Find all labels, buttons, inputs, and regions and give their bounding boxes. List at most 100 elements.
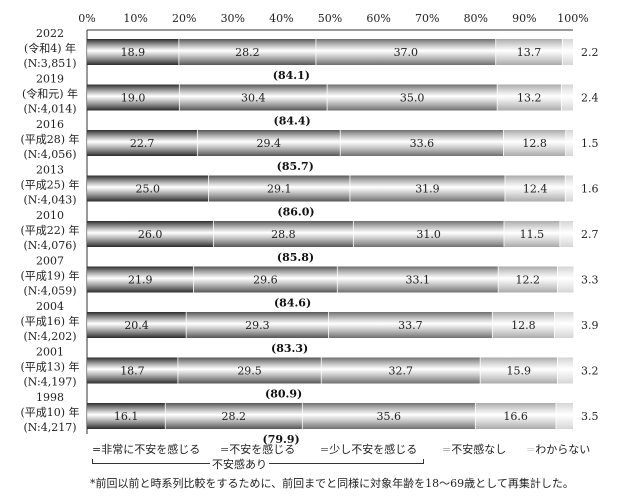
segment-value-label: 29.3 xyxy=(245,319,270,332)
subtotal-label: (84.6) xyxy=(274,297,311,310)
legend-marker: = xyxy=(526,442,536,456)
row-label: 2010 xyxy=(36,209,64,222)
segment-value-label: 19.0 xyxy=(121,92,146,105)
segment-value-label: 25.0 xyxy=(136,183,161,196)
x-tick-label: 90% xyxy=(512,12,536,25)
row-label: (令和4) 年 xyxy=(24,41,76,55)
subtotal-label: (84.1) xyxy=(273,69,310,82)
legend-marker: = xyxy=(320,442,330,456)
segment-value-label: 29.4 xyxy=(257,137,282,150)
legend-label: 不安感なし xyxy=(451,443,507,456)
legend-item: = 不安感なし xyxy=(442,441,506,457)
legend-item: = わからない xyxy=(526,441,590,457)
bar-segment xyxy=(559,221,573,247)
segment-value-label: 11.5 xyxy=(520,228,545,241)
segment-value-label: 31.9 xyxy=(415,183,440,196)
bar-segment xyxy=(328,312,493,338)
bar-segment xyxy=(498,266,558,293)
segment-value-label: 32.7 xyxy=(388,365,413,378)
row-label: (平成22) 年 xyxy=(20,223,79,237)
bar-segment xyxy=(315,39,496,65)
bar-segment xyxy=(193,266,338,293)
legend-item: = 不安を感じる xyxy=(220,441,295,457)
subtotal-label: (86.0) xyxy=(277,206,314,219)
segment-value-label: 33.7 xyxy=(398,319,423,332)
legend-marker: = xyxy=(442,442,452,456)
outside-value-label: 3.3 xyxy=(581,274,599,287)
bar-segment xyxy=(179,84,328,111)
row-label: (平成28) 年 xyxy=(20,132,79,146)
legend-marker: = xyxy=(220,442,230,456)
x-tick-label: 30% xyxy=(221,12,245,25)
legend-label: わからない xyxy=(535,443,591,456)
bar-segment xyxy=(87,357,178,384)
segment-value-label: 30.4 xyxy=(241,92,266,105)
x-tick-label: 0% xyxy=(78,12,95,25)
outside-value-label: 3.9 xyxy=(581,319,599,332)
x-tick-label: 20% xyxy=(172,12,196,25)
segment-value-label: 29.5 xyxy=(237,365,262,378)
x-tick-label: 60% xyxy=(366,12,390,25)
bar-segment xyxy=(504,175,566,202)
row-label: 2016 xyxy=(36,118,64,131)
legend-marker: = xyxy=(92,442,102,456)
x-tick-label: 80% xyxy=(464,12,488,25)
bar-segment xyxy=(340,130,504,156)
subtotal-label: (83.3) xyxy=(271,342,308,355)
legend-label: 不安を感じる xyxy=(229,443,296,456)
row-label: (N:4,076) xyxy=(23,239,76,252)
row-label: (平成13) 年 xyxy=(20,360,79,374)
subtotal-label: (85.8) xyxy=(277,251,314,264)
outside-value-label: 2.7 xyxy=(581,228,599,241)
segment-value-label: 16.1 xyxy=(114,410,139,423)
row-label: 1998 xyxy=(36,391,64,404)
x-tick-label: 40% xyxy=(269,12,293,25)
bar-segment xyxy=(321,357,481,384)
segment-value-label: 21.9 xyxy=(128,274,153,287)
row-label: (平成10) 年 xyxy=(20,405,79,419)
bar-segment xyxy=(178,39,316,65)
bar-segment xyxy=(87,130,198,156)
segment-value-label: 12.8 xyxy=(511,319,536,332)
row-label: (N:4,197) xyxy=(23,376,76,389)
bar-segment xyxy=(302,403,476,429)
bar-segment xyxy=(177,357,322,384)
bar-segment xyxy=(337,266,499,293)
x-tick-label: 100% xyxy=(557,12,588,25)
chart-legend: = 非常に不安を感じる = 不安を感じる = 少し不安を感じる = 不安感なし = わからない xyxy=(92,441,612,459)
segment-value-label: 15.9 xyxy=(507,365,532,378)
bar-segment xyxy=(497,84,562,111)
segment-value-label: 18.9 xyxy=(121,46,146,59)
segment-value-label: 33.1 xyxy=(405,274,430,287)
legend-label: 非常に不安を感じる xyxy=(101,443,201,456)
segment-value-label: 35.6 xyxy=(377,410,402,423)
bar-segment xyxy=(503,130,566,156)
segment-value-label: 16.6 xyxy=(503,410,528,423)
outside-value-label: 1.6 xyxy=(581,183,599,196)
bar-segment xyxy=(186,312,329,338)
bar-segment xyxy=(165,403,303,429)
segment-value-label: 12.4 xyxy=(523,183,548,196)
segment-value-label: 13.7 xyxy=(517,46,542,59)
row-label: (平成25) 年 xyxy=(20,178,79,192)
bar-segment xyxy=(554,312,574,338)
bar-segment xyxy=(565,130,573,156)
segment-value-label: 37.0 xyxy=(394,46,419,59)
bar-segment xyxy=(480,357,558,384)
row-label: (N:4,056) xyxy=(23,148,76,161)
bar-segment xyxy=(492,312,555,338)
bar-segment xyxy=(561,84,573,111)
subtotal-label: (85.7) xyxy=(277,160,314,173)
segment-value-label: 20.4 xyxy=(124,319,149,332)
bar-segment xyxy=(495,39,563,65)
bar-segment xyxy=(208,175,350,202)
row-label: 2019 xyxy=(36,73,64,86)
row-label: 2022 xyxy=(36,27,64,40)
bar-segment xyxy=(327,84,498,111)
segment-value-label: 28.2 xyxy=(222,410,247,423)
row-label: (N:4,059) xyxy=(23,285,76,298)
segment-value-label: 18.7 xyxy=(120,365,145,378)
chart-footnote: *前回以前と時系列比較をするために、前回までと同様に対象年齢を18～69歳として… xyxy=(90,477,574,490)
x-tick-label: 70% xyxy=(415,12,439,25)
